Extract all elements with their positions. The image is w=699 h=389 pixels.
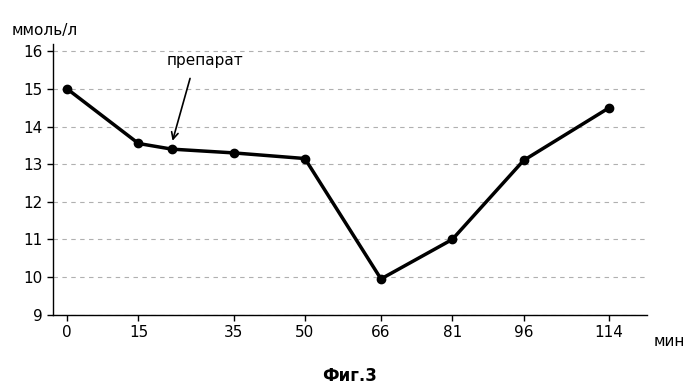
Text: Фиг.3: Фиг.3 [322, 367, 377, 385]
Text: препарат: препарат [166, 53, 243, 68]
Text: мин: мин [653, 334, 684, 349]
Text: ммоль/л: ммоль/л [11, 23, 78, 39]
